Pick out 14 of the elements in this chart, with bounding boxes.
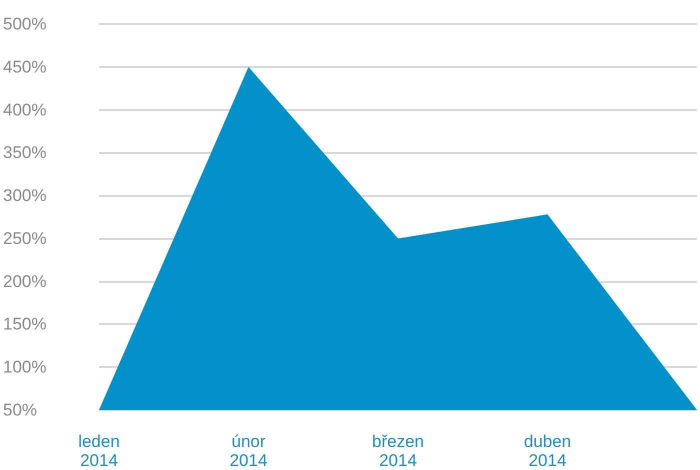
y-tick-label: 250% bbox=[3, 228, 46, 248]
y-tick-label: 150% bbox=[3, 314, 46, 334]
y-tick-label: 450% bbox=[3, 57, 46, 76]
y-tick-label: 100% bbox=[3, 358, 46, 377]
y-tick-label: 300% bbox=[3, 186, 46, 206]
x-tick-label: únor 2014 bbox=[230, 432, 268, 470]
x-tick-label: duben 2014 bbox=[524, 432, 572, 470]
y-tick-label: 500% bbox=[3, 14, 46, 34]
x-tick-label: leden 2014 bbox=[78, 432, 120, 470]
y-tick-label: 400% bbox=[3, 100, 46, 120]
x-tick-label: březen 2014 bbox=[372, 432, 424, 470]
y-tick-label: 200% bbox=[3, 272, 46, 291]
y-tick-label: 350% bbox=[3, 143, 46, 162]
y-tick-label: 50% bbox=[3, 400, 38, 420]
